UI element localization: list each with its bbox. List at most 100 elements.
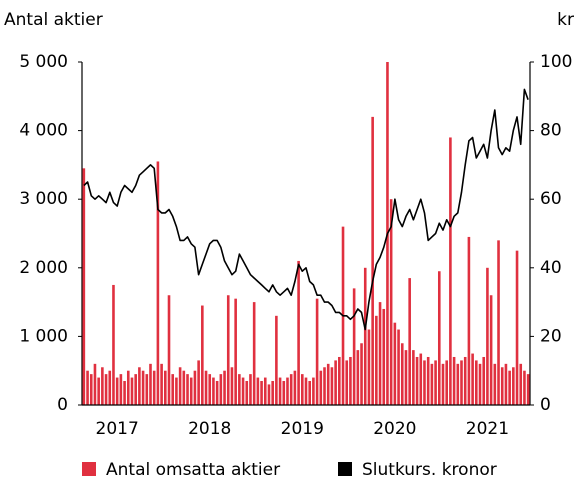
bar (112, 284, 115, 405)
bar (256, 377, 260, 405)
x-tick-label: 2021 (466, 419, 509, 439)
bar (289, 374, 293, 405)
bar (345, 360, 349, 405)
bar (323, 367, 326, 405)
legend-swatch (82, 462, 96, 476)
bar (500, 367, 504, 405)
bar (415, 356, 419, 405)
bar (497, 240, 500, 405)
y2-tick-label: 80 (540, 121, 562, 141)
x-tick-label: 2017 (96, 419, 139, 439)
bar (182, 370, 186, 405)
bar (382, 308, 386, 405)
legend-label: Slutkurs. kronor (362, 460, 497, 479)
bar (238, 374, 241, 405)
bar (437, 271, 441, 405)
bar (508, 370, 511, 405)
bar (452, 356, 456, 405)
bar (156, 161, 160, 405)
bar (330, 367, 334, 405)
bar (315, 298, 319, 405)
bar (371, 116, 374, 405)
bar (175, 377, 178, 405)
bar (449, 137, 452, 405)
bar (219, 374, 223, 405)
bar (434, 360, 437, 405)
y-tick-label: 0 (57, 395, 68, 415)
bar (360, 343, 363, 405)
legend-swatch (338, 462, 352, 476)
bar (293, 370, 297, 405)
bar (119, 374, 123, 405)
bar (456, 363, 460, 405)
bar (282, 380, 286, 405)
bar (404, 350, 408, 405)
bar (275, 315, 278, 405)
bar (471, 353, 474, 405)
bar (193, 370, 197, 405)
y-tick-label: 2 000 (19, 258, 68, 278)
bar (363, 267, 367, 405)
bar (208, 374, 212, 405)
bar (467, 236, 471, 405)
bar (300, 374, 304, 405)
bar (108, 370, 112, 405)
legend-label: Antal omsatta aktier (106, 460, 280, 479)
bar (252, 302, 256, 405)
bar (215, 380, 219, 405)
bar (478, 363, 482, 405)
bar (271, 380, 274, 405)
bar (308, 380, 312, 405)
bar (375, 315, 378, 405)
y-tick-label: 3 000 (19, 189, 68, 209)
bar (493, 363, 497, 405)
bar (152, 370, 156, 405)
bar (141, 370, 145, 405)
bar (419, 353, 423, 405)
bar (408, 278, 411, 405)
bar (489, 295, 493, 405)
bar (123, 380, 126, 405)
y2-axis-title: kr (557, 10, 574, 30)
bar (178, 367, 182, 405)
bar (389, 199, 393, 405)
bar (126, 370, 130, 405)
y2-tick-label: 100 (540, 52, 572, 72)
bar (297, 260, 300, 405)
bar (523, 370, 526, 405)
bar (93, 363, 97, 405)
bar (212, 377, 215, 405)
y-tick-label: 4 000 (19, 121, 68, 141)
bar (278, 377, 282, 405)
x-tick-label: 2018 (188, 419, 231, 439)
bar (475, 360, 478, 405)
bar (115, 377, 119, 405)
bar (245, 380, 249, 405)
bar (512, 367, 515, 405)
bar (426, 356, 430, 405)
x-tick-label: 2019 (281, 419, 324, 439)
bar (326, 363, 330, 405)
bar (463, 356, 467, 405)
bar (400, 343, 404, 405)
bar (486, 267, 489, 405)
bar (338, 356, 341, 405)
bar (230, 367, 234, 405)
bar (515, 250, 519, 405)
price-line (83, 88, 529, 331)
y2-tick-label: 0 (540, 395, 551, 415)
bar (263, 377, 267, 405)
bar (138, 367, 141, 405)
bar (519, 363, 523, 405)
y-axis-title: Antal aktier (4, 10, 103, 30)
bar (241, 377, 245, 405)
bar (367, 329, 371, 405)
bar (223, 370, 226, 405)
bar (334, 360, 337, 405)
bar (352, 288, 356, 405)
bar (101, 367, 104, 405)
bar (304, 377, 308, 405)
bar (312, 377, 315, 405)
bar (189, 377, 193, 405)
